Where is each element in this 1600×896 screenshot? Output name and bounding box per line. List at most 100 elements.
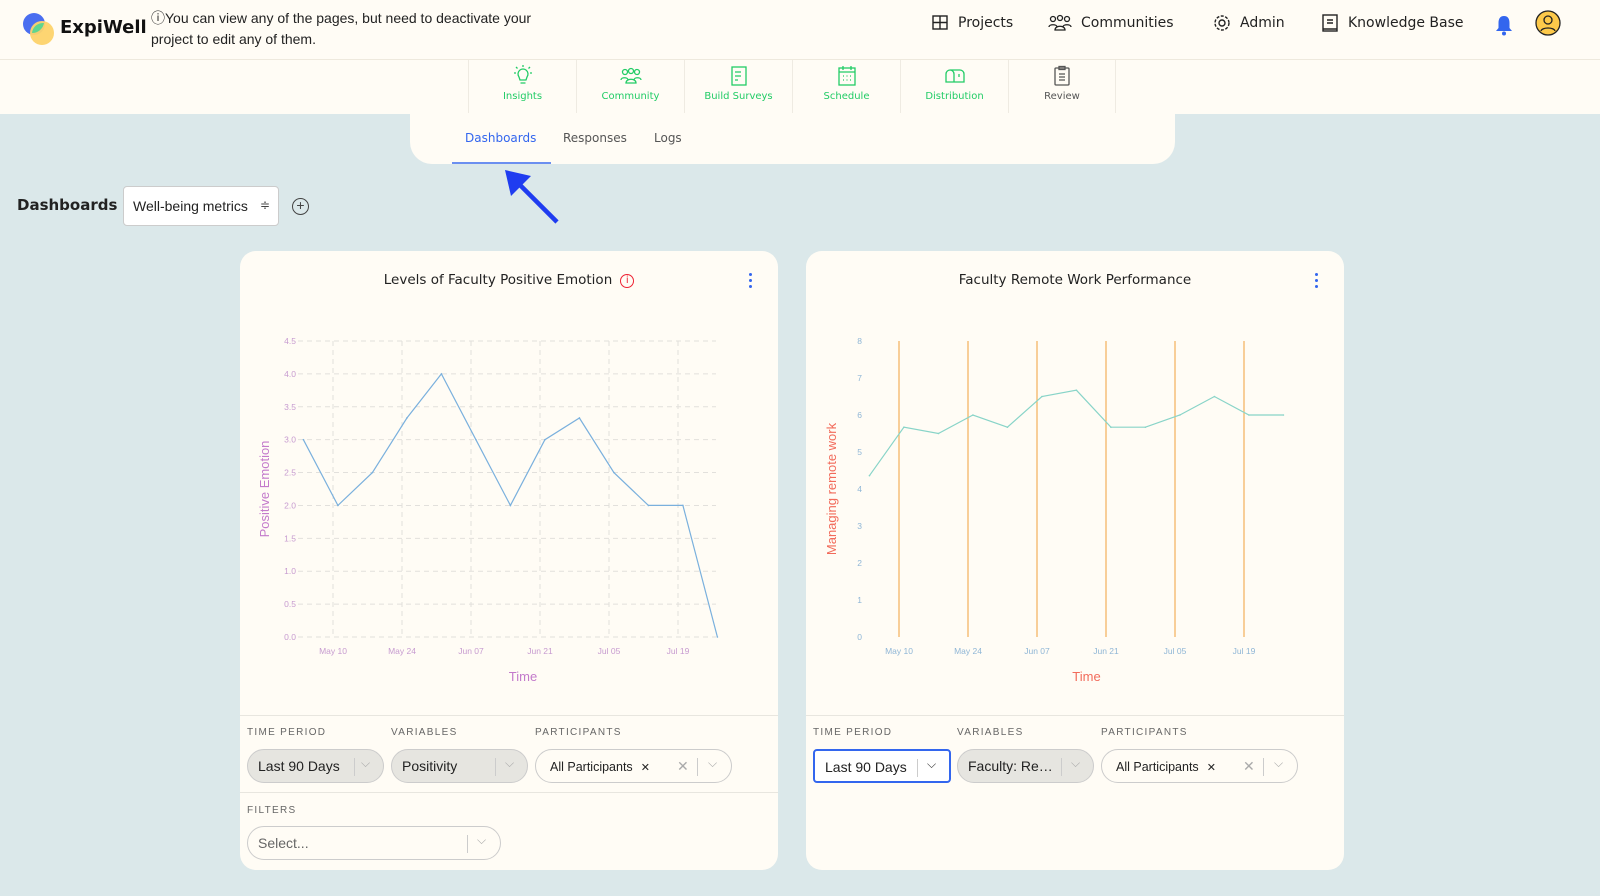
y-tick-label: 4: [857, 484, 862, 494]
data-point: [337, 504, 339, 507]
deactivate-notice: ⓘYou can view any of the pages, but need…: [151, 10, 532, 47]
data-point: [682, 504, 684, 507]
calendar-icon: [837, 66, 856, 86]
nav-label: Admin: [1240, 15, 1285, 31]
dashboards-label: Dashboards: [17, 196, 118, 214]
gear-icon: [1214, 15, 1230, 31]
remove-chip-icon[interactable]: ✕: [640, 762, 650, 774]
nav-communities[interactable]: Communities: [1047, 13, 1174, 33]
avatar[interactable]: [1535, 10, 1561, 36]
chevron-down-icon: ⌵: [361, 756, 371, 770]
y-tick-label: 4.5: [284, 336, 296, 346]
data-point: [1248, 414, 1250, 416]
data-point: [1282, 414, 1285, 416]
data-point: [1041, 395, 1043, 398]
nav-label: Projects: [958, 15, 1014, 31]
time-period-label: TIME PERIOD: [813, 727, 893, 738]
data-point: [371, 471, 374, 474]
y-axis-label: Managing remote work: [824, 422, 839, 555]
y-tick-label: 2.0: [284, 500, 296, 510]
plus-circle-icon[interactable]: +: [292, 198, 309, 215]
y-tick-label: 8: [857, 336, 862, 346]
select-value: Faculty: Re…: [968, 758, 1053, 774]
filters-label: FILTERS: [247, 805, 297, 816]
y-tick-label: 3.5: [284, 402, 296, 412]
remove-chip-icon[interactable]: ✕: [1206, 762, 1216, 774]
filters-placeholder: Select...: [258, 835, 309, 851]
toolbar-label: Insights: [502, 91, 543, 102]
toolbar-insights[interactable]: Insights: [468, 60, 576, 114]
y-tick-label: 0.5: [284, 599, 296, 609]
updown-icon: ≑: [259, 198, 270, 212]
variables-select[interactable]: Faculty: Re… ⌵: [957, 749, 1094, 783]
time-period-select[interactable]: Last 90 Days ⌵: [813, 749, 951, 783]
clear-icon[interactable]: ✕: [1243, 758, 1255, 774]
x-tick-label: May 10: [885, 646, 913, 656]
participants-label: PARTICIPANTS: [535, 727, 622, 738]
info-icon[interactable]: i: [620, 274, 635, 288]
divider: [240, 715, 778, 716]
divider: [806, 715, 1344, 716]
line-chart: 0 1 2 3 4 5 6 7 8 May 10 May 24 Jun 07 Jun 21 Jul 05 J…: [824, 336, 1285, 684]
y-tick-label: 1.0: [284, 566, 296, 576]
data-point: [578, 417, 581, 419]
data-point: [475, 438, 477, 441]
variables-label: VARIABLES: [957, 727, 1024, 738]
nav-label: Communities: [1081, 15, 1174, 31]
more-options-icon[interactable]: [1315, 273, 1319, 291]
select-value: Last 90 Days: [825, 759, 907, 775]
project-toolbar: [0, 60, 1600, 114]
chevron-down-icon: ⌵: [1071, 756, 1081, 770]
data-point: [1006, 426, 1009, 429]
y-tick-label: 5: [857, 447, 862, 457]
data-point: [1213, 395, 1216, 398]
time-period-select[interactable]: Last 90 Days ⌵: [247, 749, 384, 783]
brand-name: ExpiWell: [60, 17, 147, 38]
data-point: [1075, 389, 1078, 392]
variables-select[interactable]: Positivity ⌵: [391, 749, 528, 783]
toolbar-review[interactable]: Review: [1008, 60, 1116, 114]
mailbox-icon: [944, 69, 965, 83]
data-point: [716, 636, 719, 638]
toolbar-label: Build Surveys: [704, 91, 773, 102]
nav-admin[interactable]: Admin: [1212, 13, 1285, 33]
x-tick-label: Jun 21: [1093, 646, 1119, 656]
divider: [240, 792, 778, 793]
card-title-text: Faculty Remote Work Performance: [958, 272, 1192, 288]
bell-icon[interactable]: [1494, 14, 1514, 36]
data-point: [1110, 426, 1112, 429]
select-value: Last 90 Days: [258, 758, 340, 774]
x-tick-label: Jun 07: [1024, 646, 1050, 656]
data-point: [1179, 414, 1181, 416]
toolbar-schedule[interactable]: Schedule: [792, 60, 900, 114]
more-options-icon[interactable]: [749, 273, 753, 291]
x-tick-label: Jul 19: [1233, 646, 1256, 656]
toolbar-community[interactable]: Community: [576, 60, 684, 114]
data-point: [302, 438, 305, 441]
toolbar-label: Review: [1044, 91, 1080, 102]
expiwell-logo[interactable]: [22, 12, 56, 46]
participants-select[interactable]: All Participants ✕ ✕ ⌵: [1101, 749, 1298, 783]
toolbar-build-surveys[interactable]: Build Surveys: [684, 60, 792, 114]
sub-tabs: Dashboards Responses Logs: [410, 113, 1175, 164]
chart-card-positive-emotion: Levels of Faculty Positive Emotion i 0.0 0…: [240, 251, 778, 870]
participants-select[interactable]: All Participants ✕ ✕ ⌵: [535, 749, 732, 783]
x-tick-label: Jul 19: [667, 646, 690, 656]
toolbar-label: Community: [601, 91, 660, 102]
nav-knowledge-base[interactable]: Knowledge Base: [1320, 13, 1464, 33]
filters-select[interactable]: Select... ⌵: [247, 826, 501, 860]
dashboard-select[interactable]: Well-being metrics ≑: [123, 186, 279, 226]
nav-projects[interactable]: Projects: [930, 13, 1013, 33]
x-axis-label: Time: [1072, 669, 1100, 684]
toolbar-distribution[interactable]: Distribution: [900, 60, 1008, 114]
y-tick-label: 6: [857, 410, 862, 420]
arrow-annotation: [505, 170, 559, 224]
chevron-down-icon: ⌵: [708, 756, 718, 770]
tab-logs[interactable]: Logs: [654, 131, 682, 145]
clear-icon[interactable]: ✕: [677, 758, 689, 774]
dashboard-select-value: Well-being metrics: [133, 198, 248, 214]
tab-responses[interactable]: Responses: [563, 131, 627, 145]
data-point: [868, 474, 871, 477]
tab-dashboards[interactable]: Dashboards: [465, 131, 537, 145]
data-point: [647, 504, 650, 507]
